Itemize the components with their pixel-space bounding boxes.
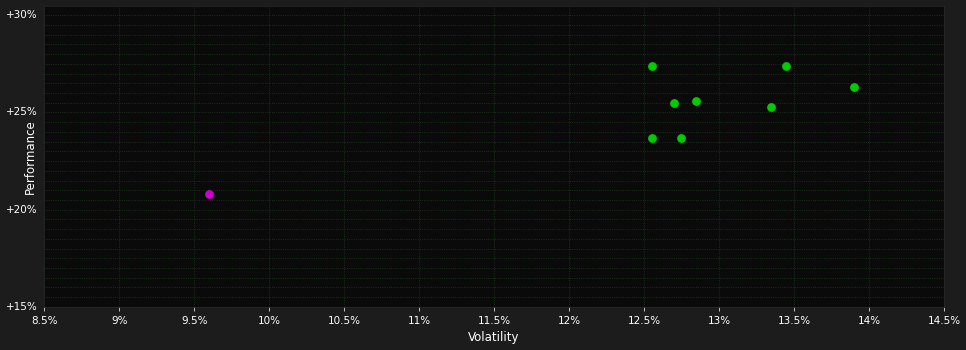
Point: [689, 98, 704, 104]
Point: [643, 63, 659, 69]
Text: +30%: +30%: [6, 10, 38, 20]
Text: +15%: +15%: [6, 302, 38, 312]
Text: +25%: +25%: [6, 107, 38, 118]
Point: [202, 191, 217, 197]
Point: [643, 135, 659, 141]
Y-axis label: Performance: Performance: [23, 119, 37, 194]
Point: [673, 135, 689, 141]
X-axis label: Volatility: Volatility: [469, 331, 520, 344]
Point: [764, 104, 780, 110]
Point: [667, 100, 682, 106]
Point: [779, 63, 794, 69]
Point: [846, 84, 862, 90]
Text: +20%: +20%: [6, 205, 38, 215]
